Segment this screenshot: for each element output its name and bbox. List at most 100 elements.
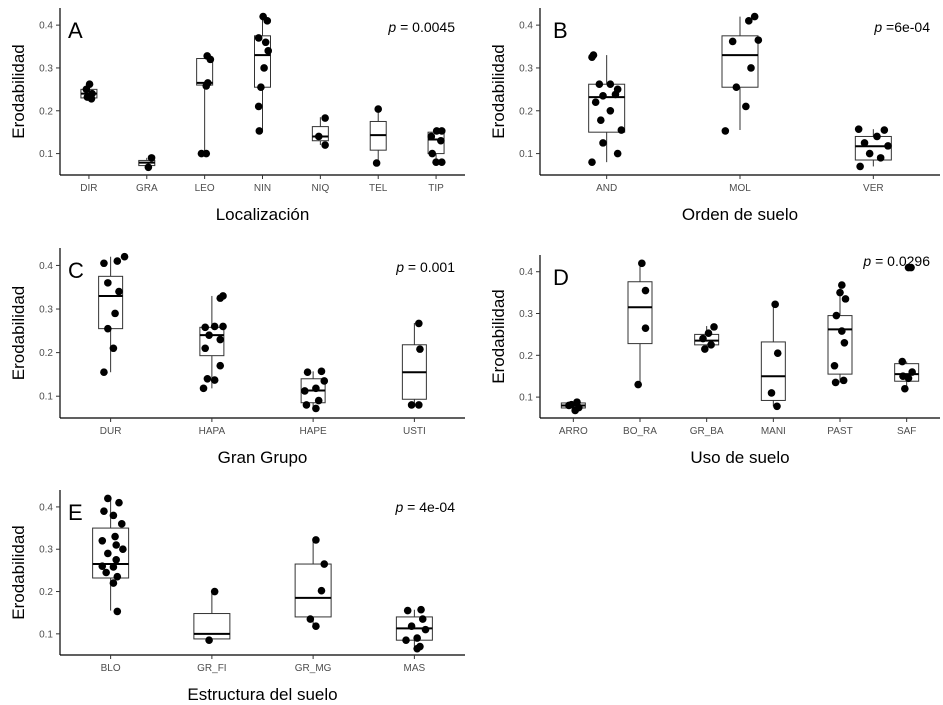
data-point	[312, 384, 320, 393]
data-point	[421, 625, 430, 634]
data-point	[415, 319, 423, 328]
data-point	[428, 149, 437, 158]
data-point	[876, 154, 885, 162]
data-point	[216, 335, 225, 344]
data-point	[255, 127, 264, 135]
data-point	[732, 83, 741, 92]
x-tick-label: USTI	[403, 426, 426, 437]
data-point	[260, 64, 268, 72]
y-tick-label: 0.3	[519, 309, 533, 320]
data-point	[750, 12, 759, 21]
data-point	[839, 376, 848, 385]
x-tick-label: HAPE	[300, 426, 328, 437]
data-point	[634, 380, 642, 389]
x-tick-label: GR_BA	[690, 426, 724, 437]
data-point	[312, 404, 320, 413]
panel-label: D	[553, 265, 569, 290]
data-point	[880, 126, 889, 134]
data-point	[219, 322, 227, 331]
data-point	[98, 562, 107, 570]
y-tick-label: 0.2	[519, 106, 533, 117]
y-tick-label: 0.3	[39, 305, 53, 316]
data-point	[641, 286, 650, 295]
data-point	[257, 83, 265, 92]
data-point	[216, 361, 225, 370]
data-point	[147, 154, 156, 162]
data-point	[402, 636, 410, 644]
data-point	[613, 149, 622, 158]
data-point	[119, 545, 127, 554]
data-point	[407, 401, 416, 409]
data-point	[840, 338, 849, 347]
y-tick-label: 0.4	[39, 261, 53, 272]
y-tick-label: 0.1	[39, 629, 53, 640]
data-point	[831, 378, 840, 387]
data-point	[407, 622, 416, 631]
x-tick-label: DUR	[100, 426, 122, 437]
data-point	[144, 163, 153, 172]
x-axis-title: Gran Grupo	[218, 448, 308, 467]
x-tick-label: MOL	[729, 183, 751, 194]
panel-label: E	[68, 500, 83, 525]
data-point	[210, 322, 219, 331]
x-tick-label: GR_FI	[197, 663, 226, 674]
data-point	[112, 541, 120, 549]
x-tick-label: PAST	[827, 426, 852, 437]
data-point	[838, 327, 846, 335]
x-tick-label: GR_MG	[295, 663, 332, 674]
data-point	[109, 563, 118, 571]
data-point	[210, 376, 219, 384]
data-point	[314, 132, 323, 141]
data-point	[617, 126, 626, 134]
data-point	[98, 536, 107, 545]
x-axis-title: Uso de suelo	[690, 448, 789, 467]
data-point	[306, 615, 315, 623]
data-point	[595, 80, 604, 89]
panel-e: 0.1 0.2 0.3 0.4 BLO GR_FI GR_MG MAS E p = 4e-04 Es…	[9, 490, 465, 704]
data-point	[374, 105, 383, 113]
data-point	[415, 401, 423, 409]
data-point	[588, 158, 596, 166]
data-point	[203, 374, 212, 383]
data-point	[303, 368, 312, 377]
x-tick-label: TIP	[428, 183, 444, 194]
data-point	[865, 149, 874, 158]
data-point	[836, 288, 844, 297]
data-point	[830, 361, 839, 370]
data-point	[112, 556, 120, 564]
data-point	[565, 401, 573, 410]
box	[193, 613, 231, 640]
data-point	[904, 374, 913, 383]
data-point	[314, 396, 323, 405]
data-point	[742, 102, 750, 111]
x-axis-title: Localización	[216, 205, 310, 224]
x-tick-label: VER	[863, 183, 884, 194]
y-tick-label: 0.3	[39, 545, 53, 556]
data-point	[100, 507, 108, 515]
data-point	[771, 300, 779, 309]
data-point	[100, 368, 108, 377]
data-point	[403, 606, 412, 615]
data-point	[841, 295, 850, 303]
data-point	[109, 511, 118, 520]
y-tick-label: 0.4	[519, 267, 533, 278]
data-point	[728, 37, 737, 46]
data-point	[884, 142, 892, 150]
data-point	[710, 323, 718, 331]
panel-label: A	[68, 18, 83, 43]
x-tick-label: BO_RA	[623, 426, 657, 437]
data-point	[599, 91, 607, 100]
data-point	[571, 406, 579, 415]
y-axis-title: Erodabilidad	[9, 44, 28, 139]
data-point	[199, 384, 208, 393]
data-point	[113, 572, 122, 581]
y-tick-label: 0.3	[519, 63, 533, 74]
data-point	[437, 158, 446, 166]
data-point	[597, 116, 605, 124]
x-tick-label: NIQ	[311, 183, 329, 194]
data-point	[907, 263, 915, 272]
data-point	[206, 55, 215, 64]
data-point	[205, 331, 213, 339]
data-point	[611, 90, 620, 99]
data-point	[588, 53, 596, 62]
